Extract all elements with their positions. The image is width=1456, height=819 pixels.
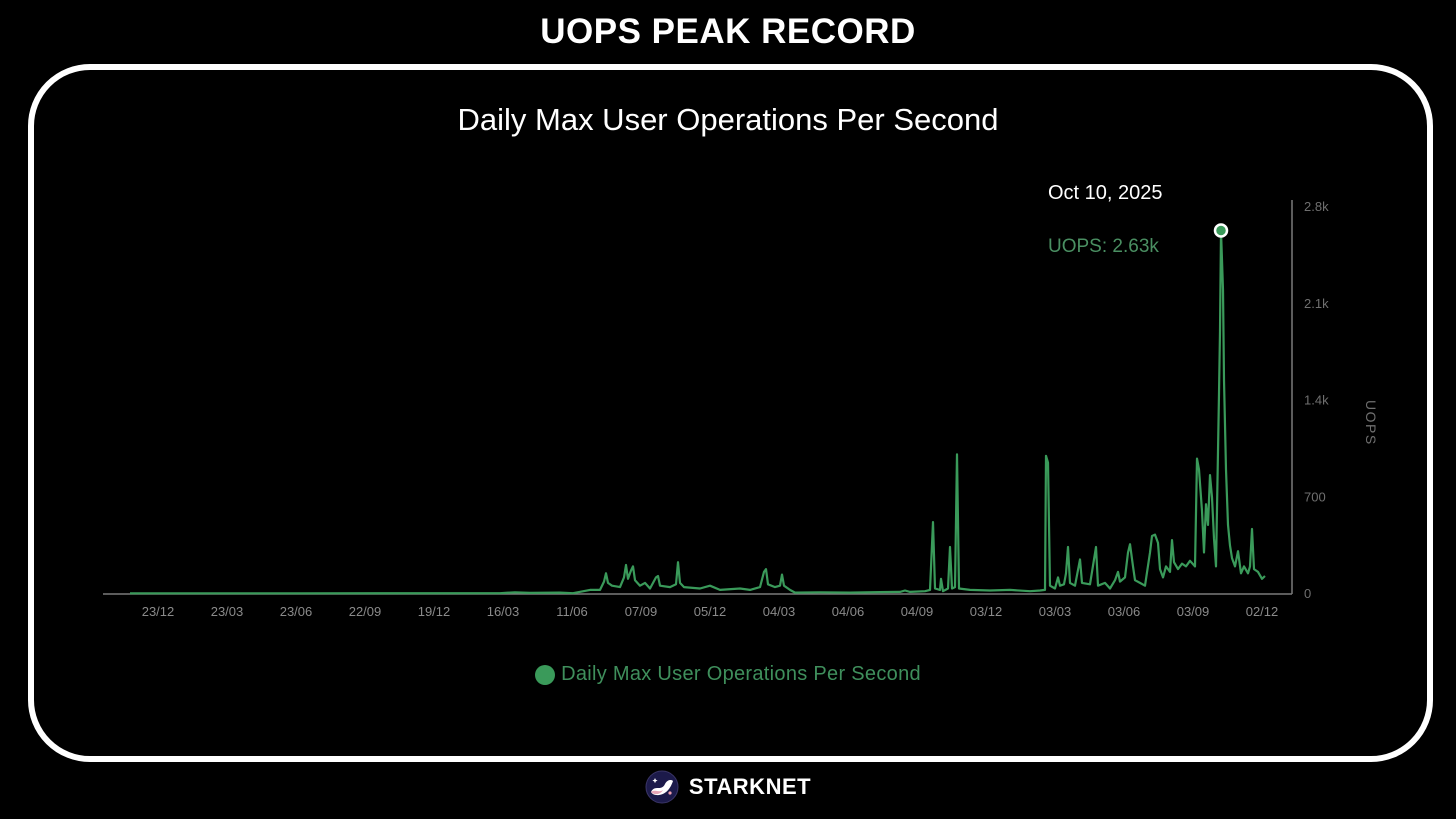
x-tick-label: 03/12 [970, 604, 1003, 619]
x-tick-label: 16/03 [487, 604, 520, 619]
x-tick-labels: 23/12 23/03 23/06 22/09 19/12 16/03 11/06 07/09… [142, 604, 1279, 619]
x-tick-label: 23/12 [142, 604, 175, 619]
series-line [130, 229, 1266, 595]
y-tick-label: 700 [1304, 489, 1326, 504]
x-tick-label: 11/06 [556, 604, 588, 619]
x-tick-label: 07/09 [625, 604, 658, 619]
x-tick-label: 03/06 [1108, 604, 1141, 619]
x-tick-label: 05/12 [694, 604, 727, 619]
x-tick-label: 04/09 [901, 604, 934, 619]
y-tick-label: 2.8k [1304, 199, 1329, 214]
legend[interactable]: Daily Max User Operations Per Second [0, 663, 1456, 686]
page-title: UOPS PEAK RECORD [540, 12, 916, 51]
x-tick-label: 03/09 [1177, 604, 1210, 619]
axes [103, 200, 1293, 595]
x-tick-label: 23/06 [280, 604, 313, 619]
starknet-logo-icon [645, 770, 679, 804]
y-tick-label: 1.4k [1304, 393, 1329, 408]
brand-name: STARKNET [688, 774, 812, 799]
x-tick-label: 04/03 [763, 604, 796, 619]
peak-marker[interactable] [1213, 223, 1229, 238]
legend-label: Daily Max User Operations Per Second [561, 663, 921, 685]
tooltip-date: Oct 10, 2025 [1048, 182, 1163, 204]
y-tick-labels: 0 700 1.4k 2.1k 2.8k [1304, 199, 1329, 601]
chart-frame [28, 64, 1433, 762]
y-tick-label: 0 [1304, 586, 1311, 601]
x-tick-label: 02/12 [1246, 604, 1279, 619]
legend-dot-icon [535, 664, 556, 685]
chart-title: Daily Max User Operations Per Second [457, 102, 999, 137]
x-tick-label: 22/09 [349, 604, 382, 619]
y-axis-label: UOPS [1363, 400, 1379, 446]
x-tick-label: 19/12 [418, 604, 451, 619]
x-tick-label: 03/03 [1039, 604, 1072, 619]
y-tick-label: 2.1k [1304, 296, 1329, 311]
x-tick-label: 23/03 [211, 604, 244, 619]
x-tick-label: 04/06 [832, 604, 865, 619]
tooltip-value: UOPS: 2.63k [1048, 236, 1159, 257]
brand: STARKNET [0, 770, 1456, 804]
